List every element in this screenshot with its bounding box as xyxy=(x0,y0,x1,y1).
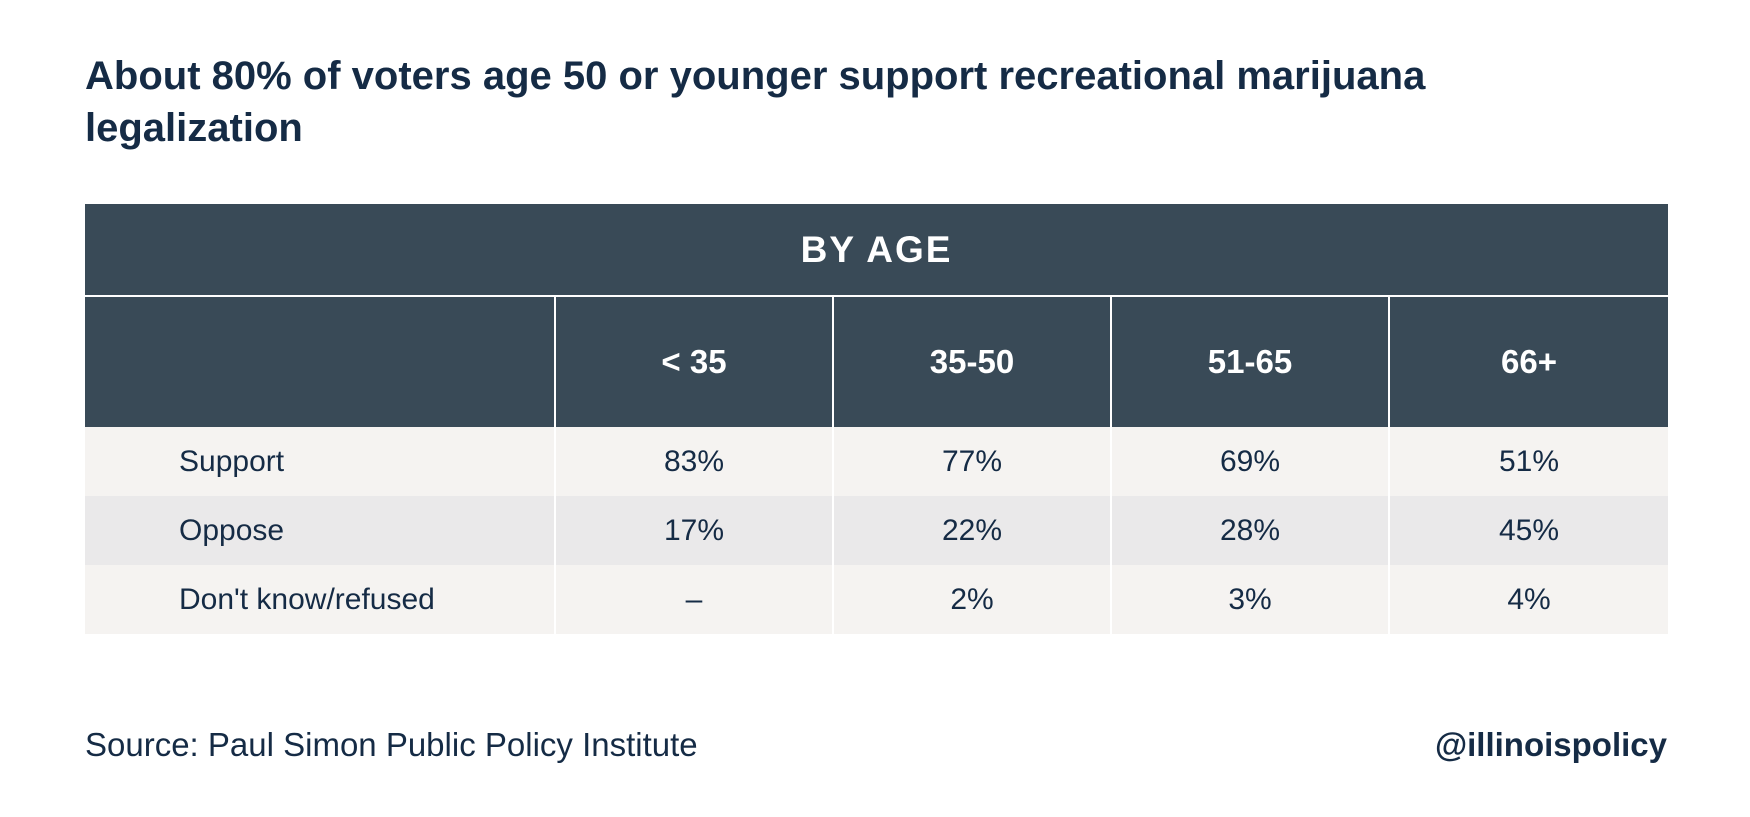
cell-dont-know-51-65: 3% xyxy=(1110,565,1389,634)
group-header-row: BY AGE xyxy=(85,204,1669,297)
cell-dont-know-35-50: 2% xyxy=(832,565,1111,634)
column-header-blank xyxy=(85,296,555,427)
row-label-dont-know: Don't know/refused xyxy=(85,565,555,634)
table-row-support: Support 83% 77% 69% 51% xyxy=(85,427,1669,496)
cell-oppose-51-65: 28% xyxy=(1110,496,1389,565)
column-header-35-50: 35-50 xyxy=(832,296,1111,427)
row-label-support: Support xyxy=(85,427,555,496)
cell-support-66-plus: 51% xyxy=(1387,427,1669,496)
cell-dont-know-under-35: – xyxy=(554,565,833,634)
group-header: BY AGE xyxy=(85,204,1669,297)
age-table-container: BY AGE < 35 35-50 51-65 66+ Support 83% … xyxy=(85,204,1669,634)
age-table: BY AGE < 35 35-50 51-65 66+ Support 83% … xyxy=(85,204,1669,634)
cell-oppose-under-35: 17% xyxy=(554,496,833,565)
row-label-oppose: Oppose xyxy=(85,496,555,565)
cell-support-35-50: 77% xyxy=(832,427,1111,496)
social-handle: @illinoispolicy xyxy=(1434,726,1667,763)
table-row-dont-know: Don't know/refused – 2% 3% 4% xyxy=(85,565,1669,634)
source-note: Source: Paul Simon Public Policy Institu… xyxy=(85,726,698,763)
cell-support-under-35: 83% xyxy=(554,427,833,496)
cell-oppose-35-50: 22% xyxy=(832,496,1111,565)
column-header-51-65: 51-65 xyxy=(1110,296,1389,427)
table-row-oppose: Oppose 17% 22% 28% 45% xyxy=(85,496,1669,565)
cell-oppose-66-plus: 45% xyxy=(1387,496,1669,565)
column-header-under-35: < 35 xyxy=(554,296,833,427)
cell-support-51-65: 69% xyxy=(1110,427,1389,496)
column-header-66-plus: 66+ xyxy=(1387,296,1669,427)
cell-dont-know-66-plus: 4% xyxy=(1387,565,1669,634)
chart-title: About 80% of voters age 50 or younger su… xyxy=(85,54,1426,150)
column-header-row: < 35 35-50 51-65 66+ xyxy=(85,296,1669,427)
